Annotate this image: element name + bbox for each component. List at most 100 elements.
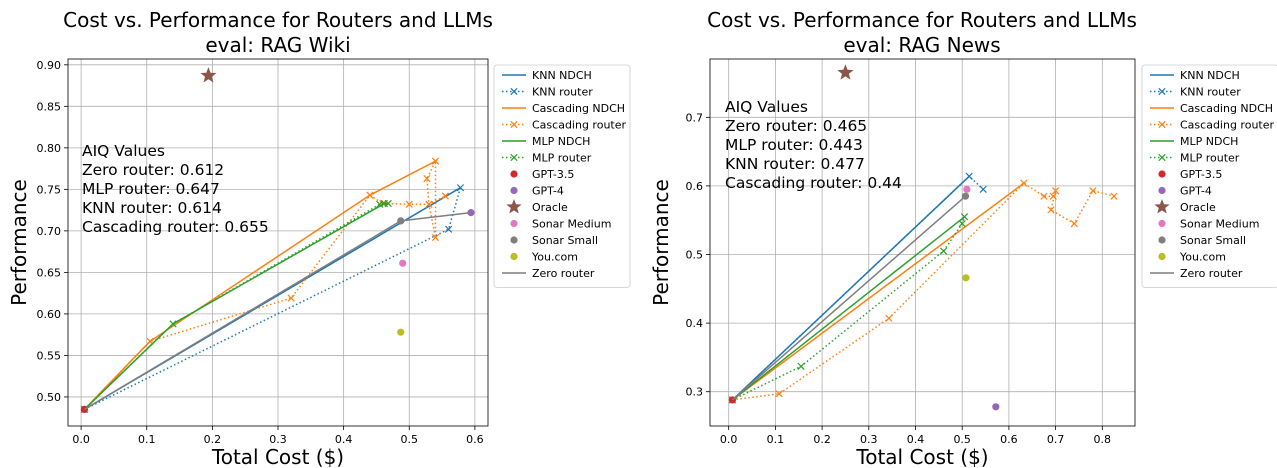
legend-marker bbox=[1158, 236, 1166, 244]
legend-item-you-com: You.com bbox=[1158, 251, 1226, 264]
legend-item-gpt-3-5: GPT-3.5 bbox=[510, 168, 574, 181]
legend-label: Sonar Medium bbox=[1180, 218, 1259, 231]
legend-frame bbox=[493, 64, 631, 288]
legend-label: KNN NDCH bbox=[532, 69, 592, 82]
legend-label: GPT-3.5 bbox=[1180, 168, 1222, 181]
legend-item-mlp-router: MLP router bbox=[1150, 152, 1240, 165]
x-marker bbox=[441, 192, 449, 200]
x-marker bbox=[405, 200, 413, 208]
axes-frame bbox=[67, 58, 489, 427]
y-tick-label: 0.50 bbox=[37, 391, 62, 404]
x-marker bbox=[965, 172, 973, 180]
series-mlp-ndch bbox=[83, 202, 389, 410]
legend-item-mlp-ndch: MLP NDCH bbox=[1150, 135, 1238, 148]
legend-item-cascading-router: Cascading router bbox=[1150, 119, 1274, 132]
x-marker bbox=[1047, 206, 1055, 214]
y-tick-label: 0.60 bbox=[37, 308, 62, 321]
legend-marker bbox=[510, 170, 518, 178]
aiq-annotation-line: KNN router: 0.477 bbox=[725, 155, 865, 173]
series-line bbox=[83, 160, 436, 410]
series-cascading-ndch bbox=[83, 160, 436, 410]
legend-item-zero-router: Zero router bbox=[1150, 267, 1243, 280]
x-marker bbox=[960, 213, 969, 221]
x-tick-label: 0.5 bbox=[953, 433, 971, 446]
x-tick-label: 0.2 bbox=[204, 433, 222, 446]
legend-label: Zero router bbox=[532, 267, 595, 280]
aiq-annotation-line: AIQ Values bbox=[725, 98, 808, 116]
legend-label: GPT-4 bbox=[1180, 185, 1212, 198]
axes-frame bbox=[709, 58, 1136, 427]
x-marker bbox=[445, 225, 453, 233]
plot-area bbox=[728, 64, 1118, 411]
legend-label: MLP router bbox=[1180, 152, 1240, 165]
legend: KNN NDCH KNN router Cascading NDCH Cascadin… bbox=[493, 64, 631, 288]
x-marker bbox=[1020, 179, 1028, 187]
plot-area bbox=[80, 67, 475, 414]
chart-title: Cost vs. Performance for Routers and LLM… bbox=[707, 8, 1137, 32]
dot-marker bbox=[80, 405, 89, 413]
legend-marker bbox=[510, 219, 518, 228]
legend-label: Oracle bbox=[1180, 201, 1216, 214]
legend-marker bbox=[1158, 186, 1166, 195]
series-line bbox=[731, 175, 970, 401]
series-gpt-3-5 bbox=[80, 405, 89, 413]
x-marker bbox=[797, 362, 805, 370]
series-sonar-medium bbox=[963, 185, 971, 193]
legend-label: KNN NDCH bbox=[1180, 69, 1240, 82]
legend-label: GPT-3.5 bbox=[532, 168, 574, 181]
x-marker bbox=[979, 185, 987, 193]
legend-item-cascading-ndch: Cascading NDCH bbox=[502, 102, 625, 115]
legend-item-oracle: Oracle bbox=[1154, 199, 1216, 214]
legend-item-cascading-ndch: Cascading NDCH bbox=[1150, 102, 1273, 115]
x-marker bbox=[366, 191, 374, 199]
x-tick-label: 0.4 bbox=[907, 433, 925, 446]
legend-marker bbox=[1158, 87, 1166, 96]
y-tick-label: 0.80 bbox=[37, 142, 62, 155]
series-gpt-4 bbox=[992, 403, 1000, 411]
series-line bbox=[83, 202, 389, 410]
legend-label: KNN router bbox=[1180, 86, 1241, 99]
legend-label: Sonar Medium bbox=[532, 218, 611, 231]
x-marker bbox=[1089, 187, 1097, 195]
x-marker bbox=[384, 199, 392, 208]
x-tick-label: 0.8 bbox=[1094, 433, 1112, 446]
legend-item-oracle: Oracle bbox=[506, 199, 568, 214]
x-marker bbox=[885, 314, 893, 322]
legend-label: Cascading NDCH bbox=[1180, 102, 1273, 115]
series-line bbox=[731, 216, 965, 401]
chart-panel-2: Cost vs. Performance for Routers and LLM… bbox=[649, 8, 1277, 468]
dot-marker bbox=[399, 259, 407, 267]
legend-label: MLP NDCH bbox=[1180, 135, 1238, 148]
legend-label: Sonar Small bbox=[1180, 234, 1246, 247]
aiq-annotation-line: MLP router: 0.647 bbox=[82, 180, 220, 198]
legend-item-sonar-medium: Sonar Medium bbox=[510, 218, 611, 231]
series-line bbox=[84, 211, 472, 411]
x-tick-label: 0.2 bbox=[813, 433, 831, 446]
legend-marker bbox=[510, 236, 518, 244]
x-tick-label: 0.0 bbox=[72, 433, 90, 446]
dot-marker bbox=[962, 274, 970, 282]
chart-subtitle: eval: RAG Wiki bbox=[205, 33, 350, 57]
x-marker bbox=[423, 174, 431, 183]
legend-frame bbox=[1141, 64, 1277, 288]
legend-item-cascading-router: Cascading router bbox=[502, 119, 626, 132]
aiq-annotation-line: KNN router: 0.614 bbox=[82, 199, 222, 217]
x-marker bbox=[1049, 192, 1057, 200]
aiq-annotation-line: Cascading router: 0.44 bbox=[725, 174, 902, 192]
legend-label: You.com bbox=[531, 251, 578, 264]
legend-marker bbox=[510, 186, 518, 195]
series-oracle bbox=[200, 67, 217, 83]
x-axis-label: Total Cost ($) bbox=[855, 445, 988, 468]
y-tick-label: 0.70 bbox=[37, 225, 62, 238]
x-tick-label: 0.6 bbox=[466, 433, 484, 446]
x-tick-label: 0.1 bbox=[767, 433, 785, 446]
x-tick-label: 0.3 bbox=[860, 433, 878, 446]
x-marker bbox=[287, 294, 295, 302]
legend-marker bbox=[510, 252, 518, 261]
x-tick-label: 0.6 bbox=[1000, 433, 1018, 446]
y-axis-label: Performance bbox=[649, 179, 673, 306]
star-marker bbox=[200, 67, 217, 83]
series-line bbox=[732, 182, 1115, 401]
legend-marker bbox=[1158, 219, 1166, 228]
